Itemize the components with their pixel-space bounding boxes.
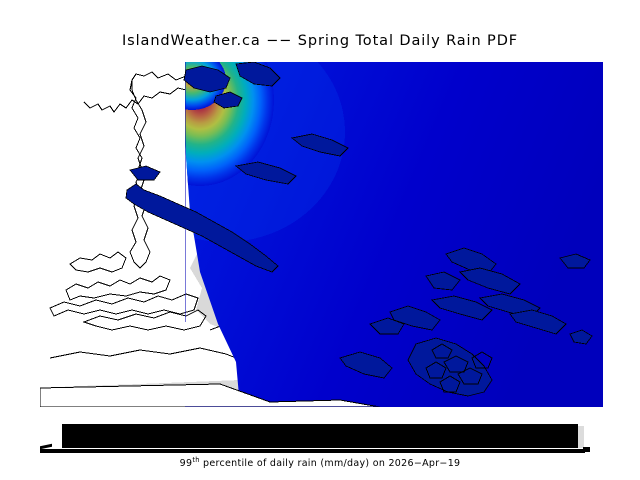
colorbar-endcap <box>578 426 584 448</box>
northwest-land <box>40 62 190 334</box>
colorbar[interactable] <box>62 424 584 448</box>
caption-description: percentile of daily rain (mm/day) on 202… <box>199 458 461 469</box>
colorbar-baseline <box>40 449 585 453</box>
figure-caption: 99th percentile of daily rain (mm/day) o… <box>0 455 640 469</box>
colorbar-tick-right <box>583 447 590 452</box>
caption-percentile-suffix: th <box>192 455 200 464</box>
data-domain-south-edge <box>185 406 603 407</box>
southern-landmass <box>40 383 381 407</box>
southeast-channel-complex <box>339 247 567 397</box>
data-domain-west-edge <box>185 62 187 322</box>
rainfall-transition-band <box>185 62 345 242</box>
map-panel[interactable] <box>40 62 603 407</box>
island-outlines <box>425 343 493 393</box>
page-title: IslandWeather.ca −− Spring Total Daily R… <box>121 33 519 49</box>
colorbar-gradient <box>62 424 578 448</box>
inland-water-bodies <box>125 62 593 397</box>
caption-percentile-number: 99 <box>179 458 193 469</box>
map-svg <box>40 62 603 407</box>
